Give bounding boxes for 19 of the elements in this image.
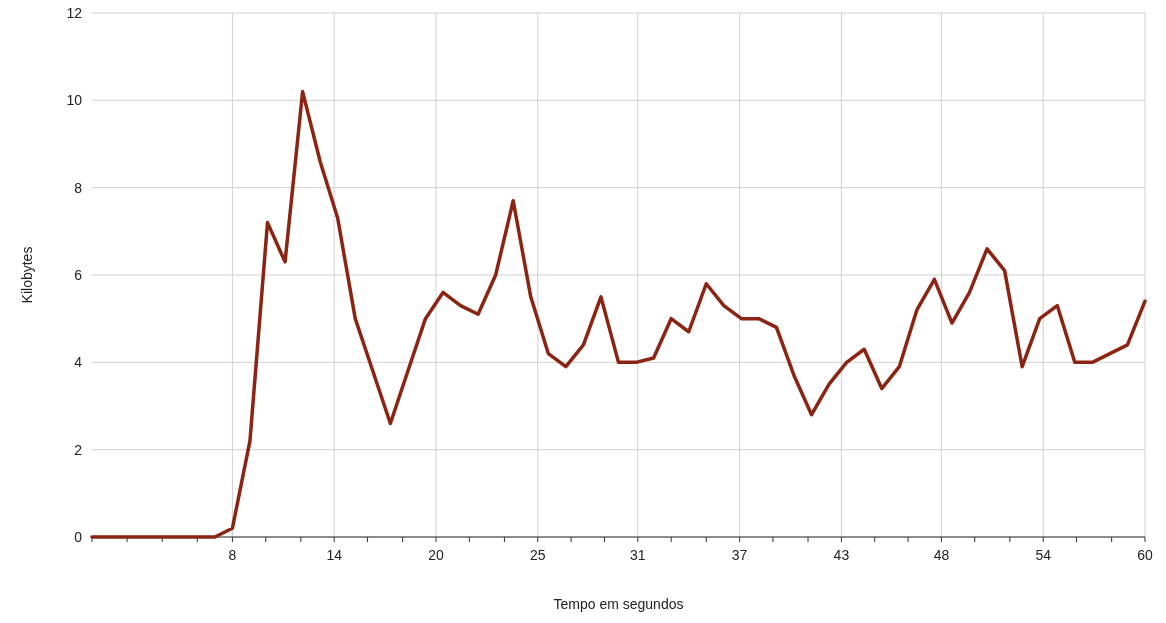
x-tick-label: 25 xyxy=(529,547,546,563)
y-tick-label: 8 xyxy=(74,179,83,196)
x-tick-label: 54 xyxy=(1035,547,1052,563)
x-tick-label: 14 xyxy=(326,547,343,563)
y-tick-label: 10 xyxy=(66,92,83,109)
x-tick-label: 43 xyxy=(833,547,850,563)
x-tick-label: 48 xyxy=(933,547,950,563)
x-tick-label: 20 xyxy=(428,547,444,563)
x-tick-label: 37 xyxy=(731,547,748,563)
y-tick-label: 4 xyxy=(74,354,83,371)
x-tick-label: 60 xyxy=(1137,547,1153,563)
x-axis-title: Tempo em segundos xyxy=(553,596,684,612)
y-tick-label: 6 xyxy=(74,267,83,283)
y-axis-title: Kilobytes xyxy=(19,246,35,304)
y-tick-label: 2 xyxy=(74,441,83,458)
x-tick-label: 8 xyxy=(228,547,237,563)
x-tick-label: 31 xyxy=(630,547,646,563)
y-tick-label: 12 xyxy=(66,5,83,21)
y-tick-label: 0 xyxy=(74,529,83,545)
